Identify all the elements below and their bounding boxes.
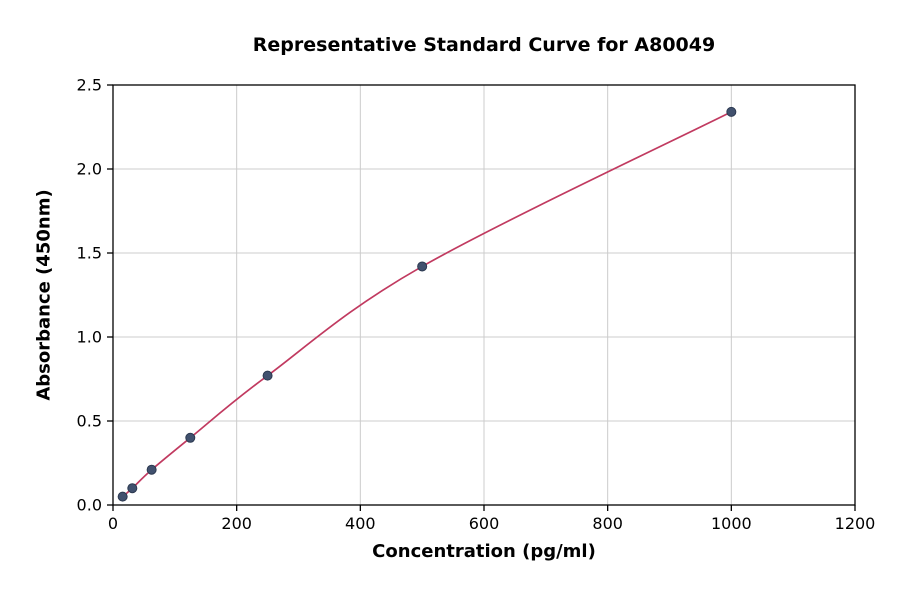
y-tick-label: 2.0: [77, 160, 102, 179]
data-point-marker: [117, 491, 128, 502]
y-tick-label: 0.0: [77, 496, 102, 515]
y-axis-label: Absorbance (450nm): [33, 189, 55, 401]
data-point-marker: [146, 464, 157, 475]
x-tick-label: 600: [469, 514, 500, 533]
data-point-marker: [417, 261, 428, 272]
x-tick-label: 1000: [711, 514, 752, 533]
chart-title: Representative Standard Curve for A80049: [252, 34, 716, 56]
y-tick-label: 0.5: [77, 412, 102, 431]
x-tick-label: 800: [592, 514, 623, 533]
standard-curve-line: [122, 111, 732, 498]
y-tick-label: 1.0: [77, 328, 102, 347]
data-point-marker: [726, 106, 737, 117]
x-tick-label: 400: [345, 514, 376, 533]
x-tick-label: 200: [221, 514, 252, 533]
x-axis-label: Concentration (pg/ml): [372, 541, 596, 562]
data-point-marker: [127, 483, 138, 494]
data-point-marker: [262, 370, 273, 381]
y-tick-label: 1.5: [77, 244, 102, 263]
x-tick-label: 1200: [835, 514, 876, 533]
x-tick-label: 0: [108, 514, 118, 533]
y-tick-label: 2.5: [77, 76, 102, 95]
data-point-marker: [185, 432, 196, 443]
